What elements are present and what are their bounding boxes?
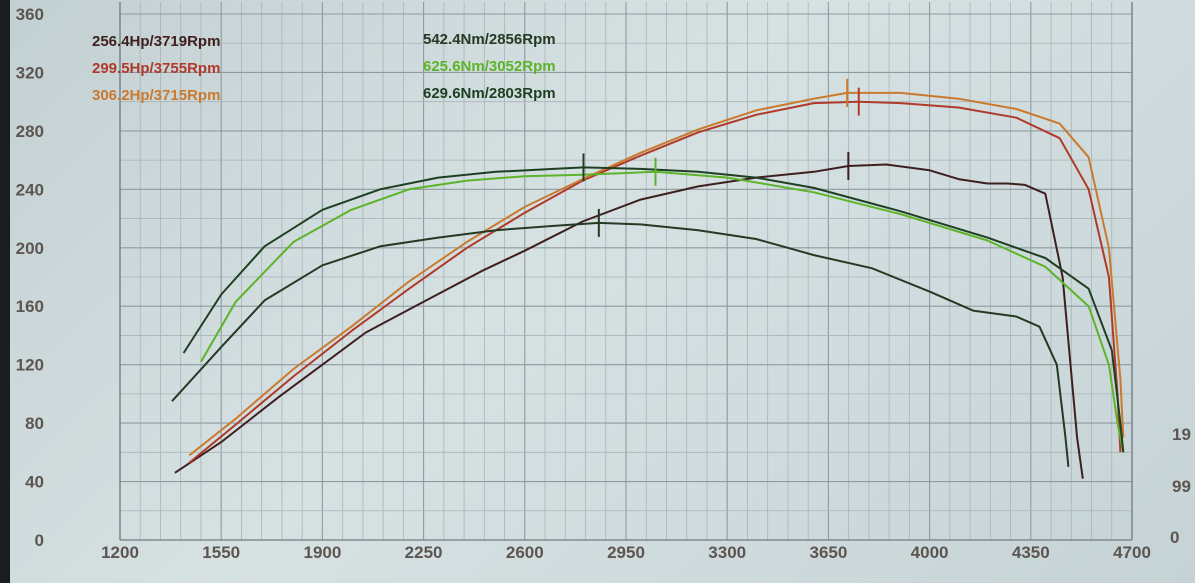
right-axis-label: 19 <box>1172 425 1191 444</box>
legend-entry-power: 299.5Hp/3755Rpm <box>92 60 220 77</box>
y-tick-label: 40 <box>25 473 44 492</box>
right-axis-label: 0 <box>1170 528 1179 547</box>
x-tick-label: 3300 <box>708 543 746 562</box>
series-line-torque <box>200 170 1125 453</box>
series-lines <box>171 91 1125 479</box>
y-tick-label: 280 <box>16 122 44 141</box>
x-tick-label: 2250 <box>405 543 443 562</box>
series-line-torque <box>182 166 1125 453</box>
series-line-power <box>188 91 1125 457</box>
chart-axes <box>119 2 1133 541</box>
y-tick-label: 240 <box>16 180 44 199</box>
legend-entry-power: 306.2Hp/3715Rpm <box>92 87 220 104</box>
chart-legend: 256.4Hp/3719Rpm 299.5Hp/3755Rpm 306.2Hp/37… <box>92 31 556 104</box>
y-tick-label: 160 <box>16 297 44 316</box>
y-tick-label: 200 <box>16 239 44 258</box>
legend-entry-power: 256.4Hp/3719Rpm <box>92 33 220 50</box>
y-tick-label: 80 <box>25 414 44 433</box>
y-tick-label: 0 <box>35 531 44 550</box>
x-tick-label: 1900 <box>303 543 341 562</box>
legend-entry-torque: 629.6Nm/2803Rpm <box>423 85 556 102</box>
right-axis-label: 99 <box>1172 477 1191 496</box>
x-tick-label: 1200 <box>101 543 139 562</box>
x-tick-label: 2600 <box>506 543 544 562</box>
series-line-power <box>174 163 1084 479</box>
legend-entry-torque: 542.4Nm/2856Rpm <box>423 31 556 48</box>
x-tick-label: 4000 <box>911 543 949 562</box>
y-tick-labels: 0 40 80 120 160 200 240 280 320 360 <box>16 5 44 550</box>
x-tick-label: 4350 <box>1012 543 1050 562</box>
x-tick-label: 2950 <box>607 543 645 562</box>
series-line-torque <box>171 221 1070 467</box>
grid-lines <box>119 2 1133 541</box>
right-axis-labels: 0 99 19 <box>1170 425 1191 547</box>
x-tick-label: 1550 <box>202 543 240 562</box>
peak-markers <box>582 78 860 237</box>
x-tick-label: 4700 <box>1113 543 1151 562</box>
x-tick-label: 3650 <box>809 543 847 562</box>
y-tick-label: 120 <box>16 356 44 375</box>
y-tick-label: 320 <box>16 63 44 82</box>
series-line-power <box>188 100 1122 464</box>
screen-bezel <box>0 0 10 583</box>
x-tick-labels: 1200 1550 1900 2250 2600 2950 3300 3650 4000 4350… <box>101 543 1151 562</box>
y-tick-label: 360 <box>16 5 44 24</box>
legend-entry-torque: 625.6Nm/3052Rpm <box>423 58 556 75</box>
